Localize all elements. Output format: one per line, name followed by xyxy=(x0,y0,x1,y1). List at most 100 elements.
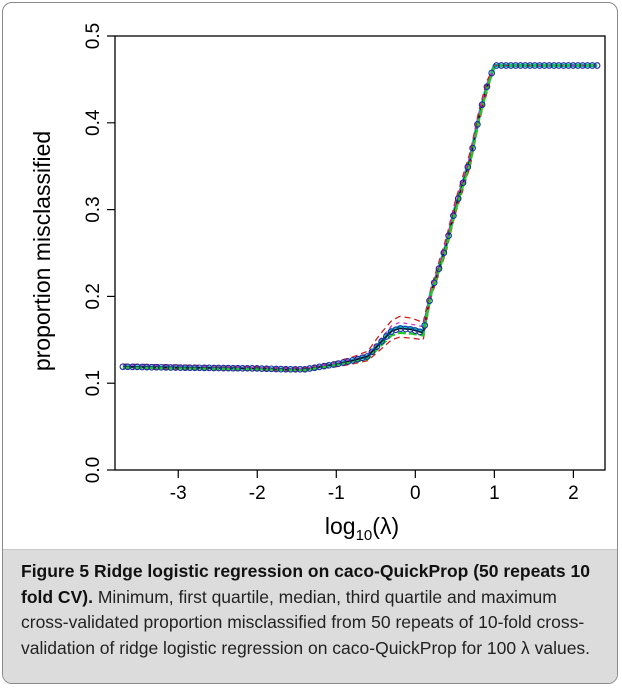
caption-label: Figure 5 xyxy=(21,561,90,581)
data-point-marker xyxy=(215,364,223,372)
data-point-marker xyxy=(579,62,587,69)
data-point-marker xyxy=(277,365,285,373)
data-point-marker xyxy=(162,364,170,371)
y-tick-label: 0.2 xyxy=(83,283,104,309)
caption-title: Ridge logistic regression on caco-QuickP… xyxy=(21,561,590,607)
data-point-marker xyxy=(133,363,141,371)
data-point-marker xyxy=(205,364,213,372)
data-point-marker xyxy=(526,62,534,69)
data-point-marker xyxy=(560,62,567,69)
data-point-marker xyxy=(181,364,189,372)
data-point-marker xyxy=(196,364,203,372)
data-point-marker xyxy=(224,364,232,372)
data-point-marker xyxy=(469,144,476,152)
data-point-marker xyxy=(440,249,448,257)
marker-layer xyxy=(119,62,601,373)
data-point-marker xyxy=(287,365,294,373)
data-point-marker xyxy=(335,360,342,367)
data-point-marker xyxy=(191,364,199,372)
data-point-marker xyxy=(426,297,433,305)
data-point-marker xyxy=(311,364,318,372)
data-point-marker xyxy=(459,179,467,187)
data-point-marker xyxy=(430,279,438,287)
data-point-marker xyxy=(330,361,338,368)
data-point-marker xyxy=(291,365,299,373)
series-layer xyxy=(122,63,598,372)
data-point-marker xyxy=(143,363,151,371)
data-point-marker xyxy=(497,62,505,69)
data-point-marker xyxy=(157,363,165,371)
data-point-marker xyxy=(124,363,132,371)
data-point-marker xyxy=(512,62,520,69)
data-point-marker xyxy=(119,363,127,371)
data-point-marker xyxy=(153,363,160,371)
x-tick-label: 2 xyxy=(568,483,579,504)
data-point-marker xyxy=(248,365,256,372)
series-line-0 xyxy=(122,63,598,372)
x-axis-label-base: log xyxy=(325,513,356,539)
data-point-marker xyxy=(493,62,500,69)
data-point-marker xyxy=(565,62,572,69)
data-point-marker xyxy=(454,195,462,202)
figure-caption: Figure 5 Ridge logistic regression on ca… xyxy=(3,549,617,683)
data-point-marker xyxy=(282,365,290,373)
data-point-marker xyxy=(210,364,218,372)
axis-layer: -3 -2 -1 0 1 2 0.0 0.1 0.2 0.3 0.4 0.5 xyxy=(83,23,579,504)
caption-body: Minimum, first quartile, median, third q… xyxy=(21,586,591,658)
data-point-marker xyxy=(148,363,155,371)
x-axis-label-arg: (λ) xyxy=(372,513,399,539)
data-point-marker xyxy=(588,62,596,69)
data-point-marker xyxy=(406,325,414,333)
data-point-marker xyxy=(478,101,486,109)
chart-svg: -3 -2 -1 0 1 2 0.0 0.1 0.2 0.3 0.4 0.5 proportion m… xyxy=(29,23,606,544)
data-point-marker xyxy=(574,62,582,69)
data-point-marker xyxy=(402,325,409,333)
data-point-marker xyxy=(474,121,481,128)
data-point-marker xyxy=(464,163,472,171)
data-point-marker xyxy=(268,365,275,373)
series-line-5 xyxy=(122,64,598,372)
y-tick-label: 0.3 xyxy=(83,196,104,222)
data-point-marker xyxy=(555,62,563,69)
data-point-marker xyxy=(373,343,381,350)
data-point-marker xyxy=(263,365,270,373)
data-point-marker xyxy=(502,62,510,69)
data-point-marker xyxy=(382,333,390,340)
data-point-marker xyxy=(234,364,242,372)
data-point-marker xyxy=(167,364,175,371)
x-tick-label: -2 xyxy=(249,483,266,504)
data-point-marker xyxy=(435,265,443,272)
data-point-marker xyxy=(296,365,304,373)
data-point-marker xyxy=(344,358,352,365)
data-point-marker xyxy=(507,62,515,69)
y-tick-label: 0.1 xyxy=(83,370,104,396)
x-tick-label: -1 xyxy=(328,483,345,504)
data-point-marker xyxy=(339,359,347,366)
data-point-marker xyxy=(450,212,457,219)
data-point-marker xyxy=(521,62,529,69)
data-point-marker xyxy=(569,62,577,69)
series-line-3 xyxy=(122,64,598,372)
series-line-1 xyxy=(122,64,598,371)
data-point-marker xyxy=(483,83,491,91)
data-point-marker xyxy=(172,364,179,371)
data-point-marker xyxy=(186,364,194,372)
data-point-marker xyxy=(531,62,539,69)
data-point-marker xyxy=(584,62,591,69)
data-point-marker xyxy=(320,362,328,370)
data-point-marker xyxy=(536,62,543,69)
data-point-marker xyxy=(325,361,333,369)
data-point-marker xyxy=(253,365,261,372)
y-tick-label: 0.4 xyxy=(83,109,104,136)
data-point-marker xyxy=(550,62,558,69)
data-point-marker xyxy=(397,325,405,332)
data-point-marker xyxy=(545,62,553,69)
y-axis-label: proportion misclassified xyxy=(29,131,55,371)
data-point-marker xyxy=(368,348,376,356)
data-point-marker xyxy=(220,364,227,372)
data-point-marker xyxy=(392,326,400,334)
data-point-marker xyxy=(306,365,314,372)
data-point-marker xyxy=(541,62,548,69)
data-point-marker xyxy=(244,364,251,372)
